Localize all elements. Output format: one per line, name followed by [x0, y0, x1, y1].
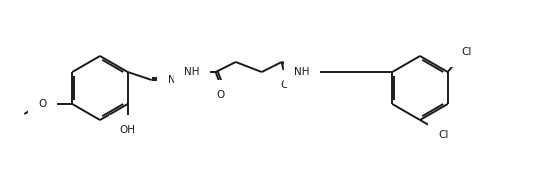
Text: O: O: [216, 90, 225, 100]
Text: NH: NH: [294, 67, 310, 77]
Text: OH: OH: [120, 125, 136, 135]
Text: Cl: Cl: [462, 47, 472, 57]
Text: O: O: [280, 80, 289, 90]
Text: N: N: [168, 75, 175, 85]
Text: Cl: Cl: [438, 130, 448, 140]
Text: O: O: [38, 99, 46, 109]
Text: NH: NH: [184, 67, 199, 77]
